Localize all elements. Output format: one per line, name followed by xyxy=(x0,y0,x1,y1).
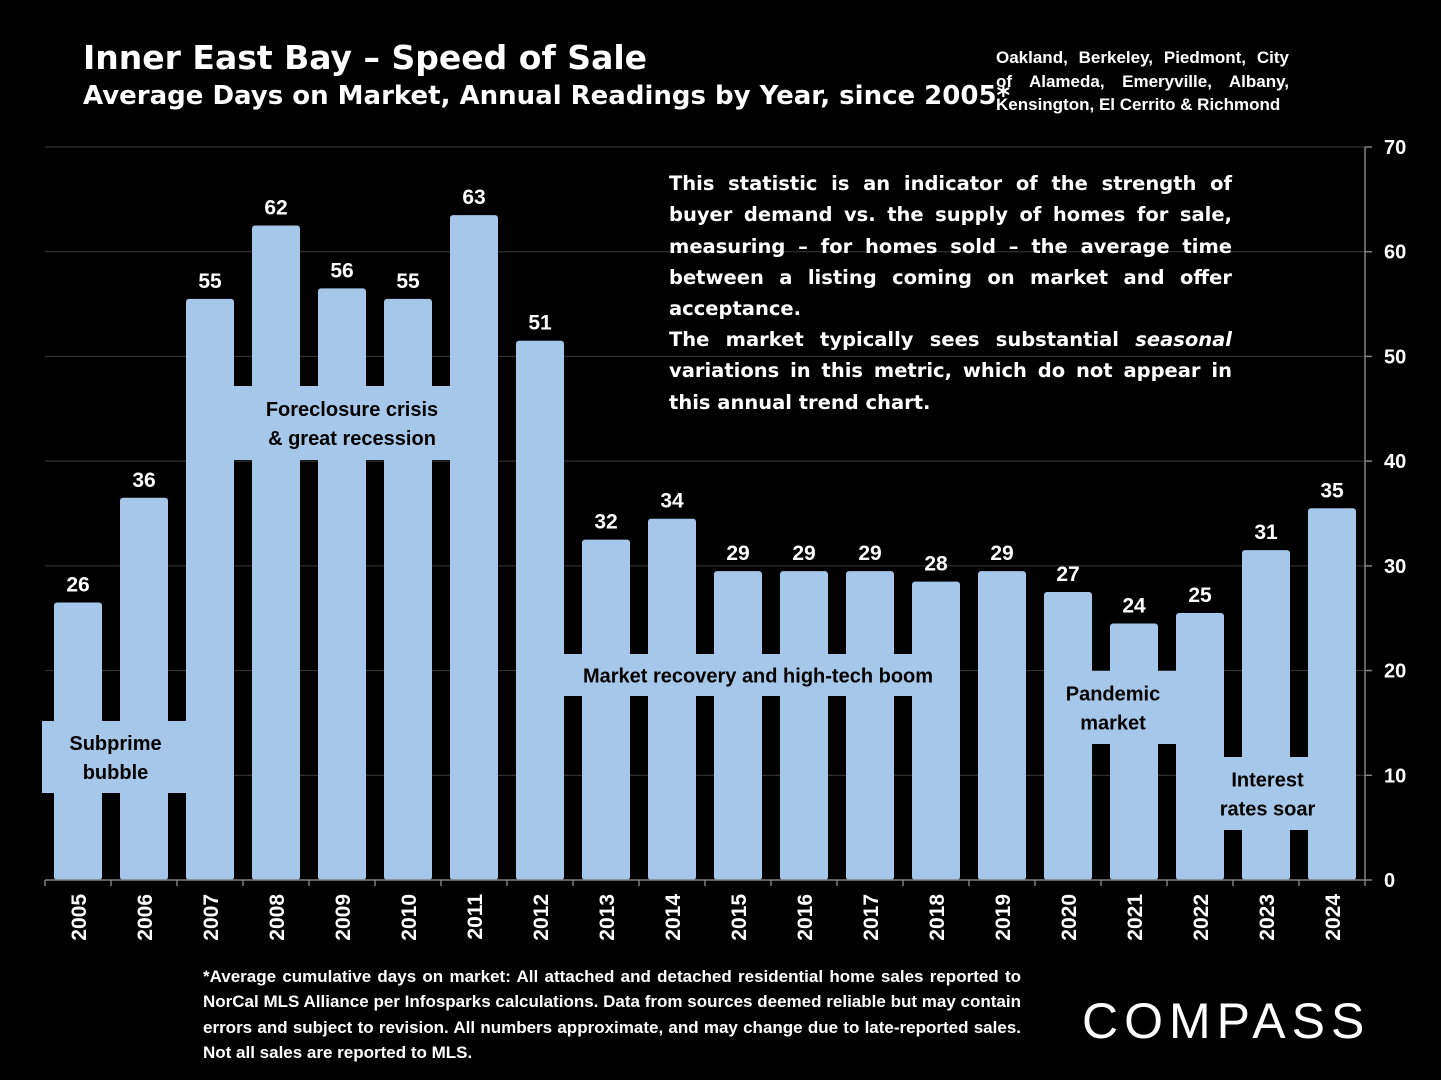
annotation-label: Pandemic xyxy=(1066,684,1160,706)
footnote: *Average cumulative days on market: All … xyxy=(203,967,1021,1062)
bar-2021 xyxy=(1110,623,1158,880)
bar-2011 xyxy=(450,215,498,881)
annotation-label: Foreclosure crisis xyxy=(266,399,438,421)
y-tick-label: 40 xyxy=(1384,451,1406,473)
value-label-2010: 55 xyxy=(396,270,420,293)
value-label-2006: 36 xyxy=(132,469,155,492)
x-tick-label-2009: 2009 xyxy=(332,894,355,941)
x-tick-label-2020: 2020 xyxy=(1058,894,1081,941)
value-label-2012: 51 xyxy=(528,312,552,335)
x-tick-label-2015: 2015 xyxy=(728,894,751,941)
annotation-label: Subprime xyxy=(69,733,161,755)
annotation-box xyxy=(42,721,189,793)
value-label-2014: 34 xyxy=(660,490,684,513)
value-label-2020: 27 xyxy=(1056,563,1079,586)
bar-2019 xyxy=(978,571,1026,880)
bar-2013 xyxy=(582,539,630,880)
annotation-label: bubble xyxy=(83,762,149,784)
bar-2016 xyxy=(780,571,828,880)
value-label-2015: 29 xyxy=(726,542,749,565)
bar-2017 xyxy=(846,571,894,880)
chart-subtitle: Average Days on Market, Annual Readings … xyxy=(83,81,1011,111)
y-tick-label: 50 xyxy=(1384,346,1406,368)
value-label-2005: 26 xyxy=(66,574,89,597)
value-label-2018: 28 xyxy=(924,553,948,576)
x-tick-label-2010: 2010 xyxy=(398,894,421,941)
x-tick-label-2024: 2024 xyxy=(1322,894,1345,941)
x-tick-label-2016: 2016 xyxy=(794,894,817,941)
y-tick-label: 30 xyxy=(1384,556,1406,578)
y-tick-label: 60 xyxy=(1384,242,1406,264)
bar-2007 xyxy=(186,298,234,881)
value-label-2007: 55 xyxy=(198,270,222,293)
x-tick-label-2018: 2018 xyxy=(926,894,949,941)
x-tick-label-2023: 2023 xyxy=(1256,894,1279,941)
value-label-2022: 25 xyxy=(1188,584,1212,607)
annotation-box xyxy=(1050,671,1176,744)
bar-2022 xyxy=(1176,612,1224,880)
annotation-box xyxy=(559,654,957,696)
y-tick-label: 10 xyxy=(1384,765,1406,787)
x-tick-label-2005: 2005 xyxy=(68,894,91,941)
x-tick-label-2021: 2021 xyxy=(1124,894,1147,941)
bar-2015 xyxy=(714,571,762,880)
bar-2008 xyxy=(252,225,300,881)
value-label-2013: 32 xyxy=(594,511,617,534)
x-tick-label-2014: 2014 xyxy=(662,894,685,941)
value-label-2017: 29 xyxy=(858,542,881,565)
y-tick-label: 20 xyxy=(1384,661,1406,683)
note-paragraph-2-end: variations in this metric, which do not … xyxy=(669,359,1232,414)
x-tick-label-2017: 2017 xyxy=(860,894,883,941)
region-line-3: Kensington, El Cerrito & Richmond xyxy=(996,95,1281,114)
bar-2012 xyxy=(516,340,564,880)
note-paragraph-2: The market typically sees substantial se… xyxy=(669,324,1232,418)
value-label-2023: 31 xyxy=(1254,521,1278,544)
annotation-label: Market recovery and high-tech boom xyxy=(583,666,933,688)
bar-chart: 0 10 20 30 40 50 60 70 Subprime bubble Foreclosure… xyxy=(42,137,1406,941)
x-tick-label-2013: 2013 xyxy=(596,894,619,941)
bar-2006 xyxy=(120,497,168,880)
value-label-2019: 29 xyxy=(990,542,1013,565)
value-label-2024: 35 xyxy=(1320,479,1344,502)
x-tick-label-2012: 2012 xyxy=(530,894,553,941)
bar-2014 xyxy=(648,518,696,880)
compass-logo: COMPASS xyxy=(1082,993,1371,1049)
x-tick-label-2006: 2006 xyxy=(134,894,157,941)
note-paragraph-1: This statistic is an indicator of the st… xyxy=(669,172,1232,321)
x-tick-label-2008: 2008 xyxy=(266,894,289,941)
y-tick-label: 70 xyxy=(1384,137,1406,159)
region-line-2: of Alameda, Emeryville, Albany, xyxy=(996,71,1289,91)
bar-2023 xyxy=(1242,550,1290,880)
value-label-2008: 62 xyxy=(264,197,287,220)
annotation-label: market xyxy=(1080,713,1146,735)
bar-2009 xyxy=(318,288,366,881)
x-tick-label-2007: 2007 xyxy=(200,894,223,941)
x-tick-label-2019: 2019 xyxy=(992,894,1015,941)
bar-2018 xyxy=(912,581,960,880)
annotation-box xyxy=(234,386,470,460)
value-label-2021: 24 xyxy=(1122,594,1146,617)
annotation-box xyxy=(1204,757,1331,830)
annotation-label: & great recession xyxy=(268,428,436,450)
y-tick-label: 0 xyxy=(1384,870,1395,892)
annotation-label: rates soar xyxy=(1220,799,1316,821)
value-label-2009: 56 xyxy=(330,259,353,282)
region-line-1: Oakland, Berkeley, Piedmont, City xyxy=(996,48,1289,67)
note-paragraph-2-start: The market typically sees substantial xyxy=(669,328,1136,351)
x-tick-label-2011: 2011 xyxy=(464,894,487,940)
x-tick-label-2022: 2022 xyxy=(1190,894,1213,941)
note-emphasis: seasonal xyxy=(1135,328,1232,351)
chart-title: Inner East Bay – Speed of Sale xyxy=(83,38,648,77)
value-label-2011: 63 xyxy=(462,186,485,209)
value-label-2016: 29 xyxy=(792,542,815,565)
annotation-label: Interest xyxy=(1231,770,1304,792)
